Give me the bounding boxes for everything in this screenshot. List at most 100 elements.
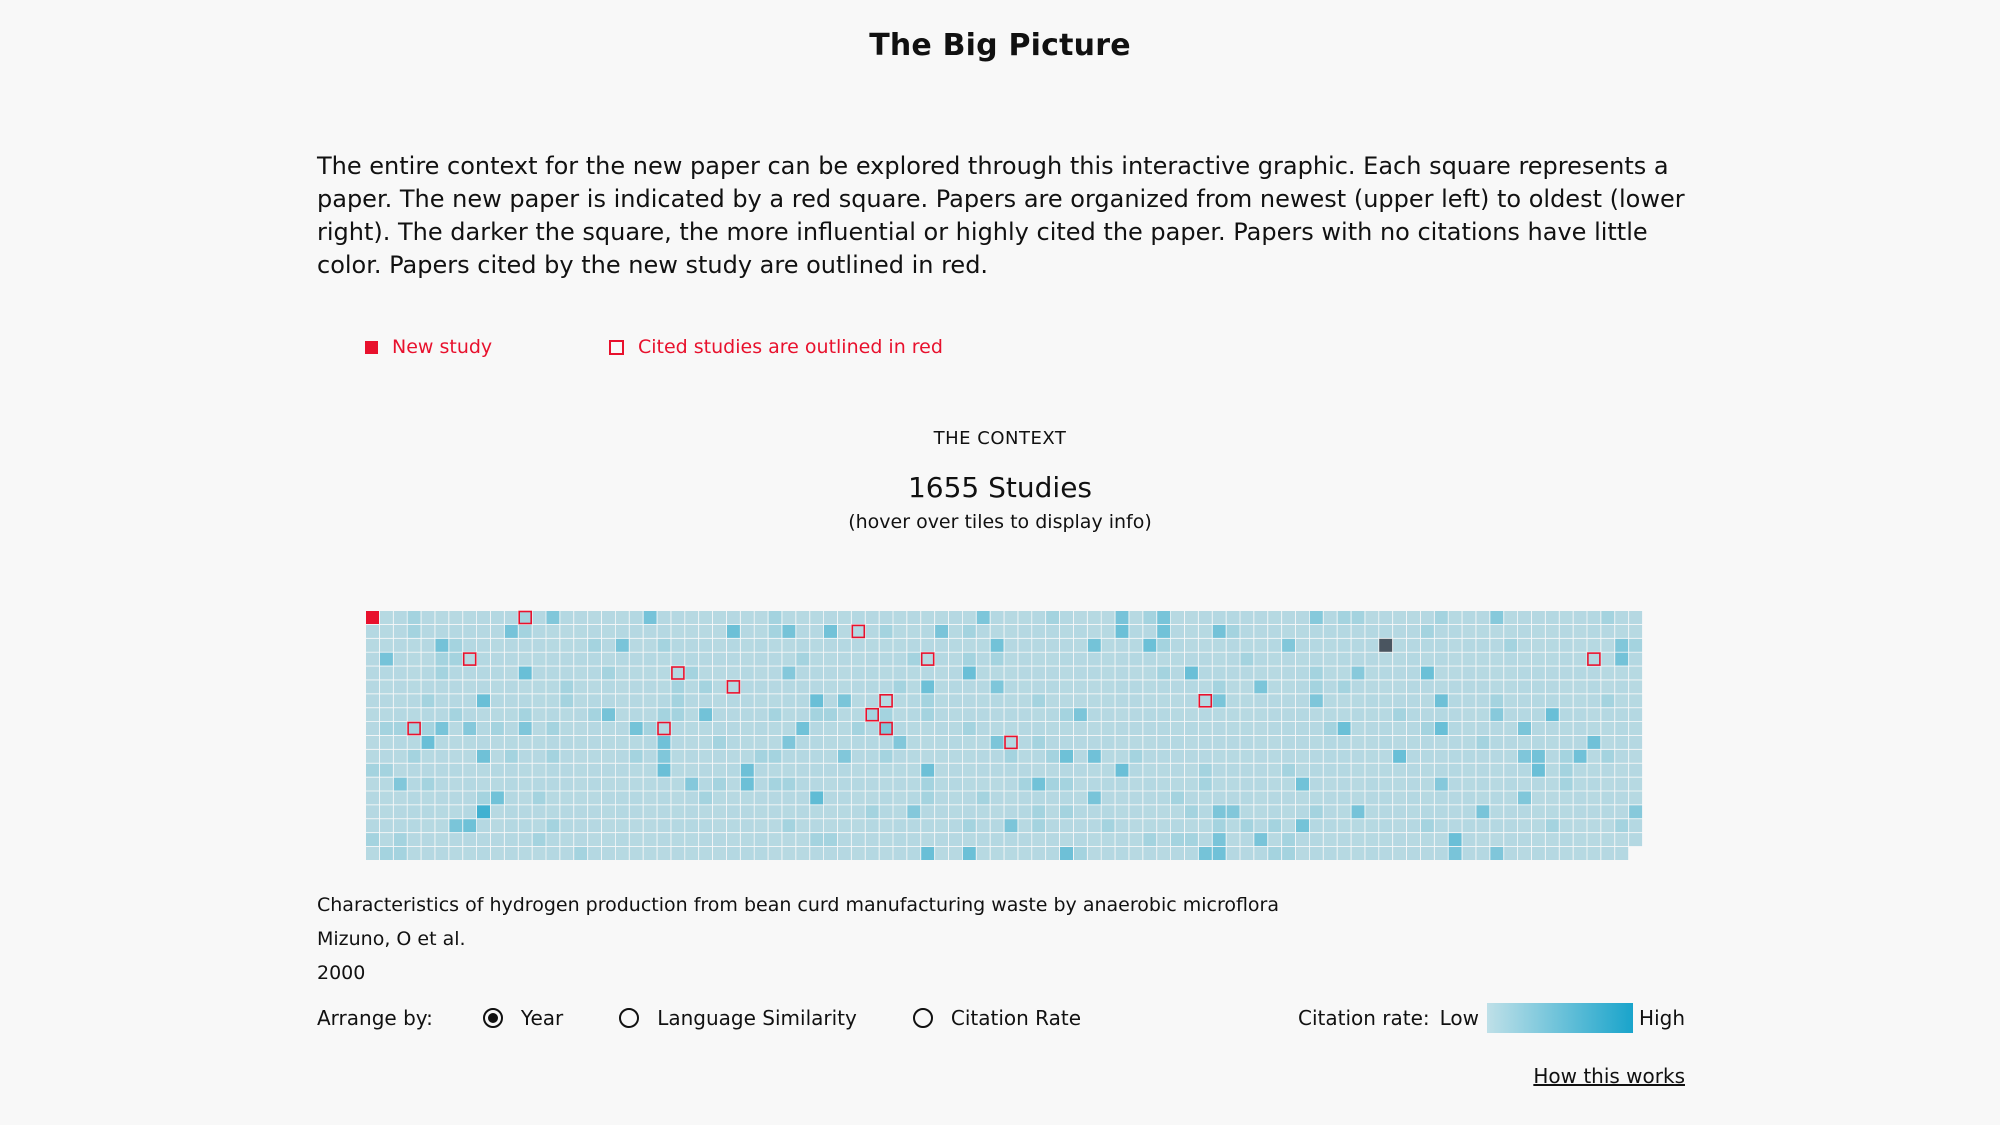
study-tile[interactable]	[768, 847, 782, 860]
study-tile[interactable]	[1518, 624, 1531, 638]
study-tile[interactable]	[643, 652, 657, 666]
study-tile[interactable]	[1379, 722, 1393, 735]
study-tile[interactable]	[1573, 805, 1587, 819]
study-tile[interactable]	[824, 847, 837, 860]
study-tile[interactable]	[1559, 722, 1573, 735]
study-tile[interactable]	[1615, 847, 1629, 860]
study-tile[interactable]	[768, 763, 782, 777]
study-tile[interactable]	[1531, 749, 1545, 763]
study-tile[interactable]	[685, 749, 699, 763]
study-tile[interactable]	[1073, 638, 1087, 652]
study-tile[interactable]	[1184, 611, 1198, 624]
study-tile[interactable]	[851, 777, 865, 791]
study-tile[interactable]	[1518, 763, 1531, 777]
study-tile[interactable]	[810, 638, 824, 652]
study-tile[interactable]	[1254, 708, 1268, 722]
study-tile[interactable]	[393, 666, 407, 680]
study-tile[interactable]	[1448, 708, 1462, 722]
study-tile[interactable]	[1365, 805, 1379, 819]
study-tile[interactable]	[463, 833, 477, 847]
study-tile[interactable]	[435, 847, 449, 860]
study-tile[interactable]	[1587, 735, 1601, 749]
study-tile[interactable]	[1407, 611, 1420, 624]
study-tile[interactable]	[615, 666, 629, 680]
study-tile[interactable]	[490, 611, 504, 624]
study-tile[interactable]	[602, 749, 615, 763]
study-tile[interactable]	[824, 805, 837, 819]
study-tile[interactable]	[1046, 611, 1060, 624]
study-tile[interactable]	[615, 763, 629, 777]
study-tile[interactable]	[1060, 763, 1073, 777]
study-tile[interactable]	[976, 777, 990, 791]
study-tile[interactable]	[435, 722, 449, 735]
study-tile[interactable]	[893, 735, 907, 749]
study-tile[interactable]	[1587, 680, 1601, 694]
study-tile[interactable]	[921, 666, 935, 680]
study-tile[interactable]	[435, 624, 449, 638]
study-tile[interactable]	[504, 819, 518, 833]
study-tile[interactable]	[1157, 805, 1171, 819]
study-tile[interactable]	[1129, 749, 1143, 763]
study-tile[interactable]	[1615, 708, 1629, 722]
study-tile[interactable]	[1587, 777, 1601, 791]
study-tile[interactable]	[1212, 791, 1226, 805]
study-tile[interactable]	[740, 694, 754, 708]
study-tile[interactable]	[560, 847, 574, 860]
study-tile[interactable]	[1226, 638, 1240, 652]
study-tile[interactable]	[1073, 611, 1087, 624]
study-tile[interactable]	[1545, 819, 1559, 833]
study-tile[interactable]	[1587, 722, 1601, 735]
study-tile[interactable]	[574, 749, 588, 763]
study-tile[interactable]	[393, 624, 407, 638]
study-tile[interactable]	[1504, 749, 1518, 763]
study-tile[interactable]	[546, 791, 560, 805]
cited-study-tile[interactable]	[879, 693, 893, 708]
study-tile[interactable]	[546, 611, 560, 624]
study-tile[interactable]	[1420, 749, 1434, 763]
study-tile[interactable]	[1032, 735, 1046, 749]
study-tile[interactable]	[768, 777, 782, 791]
study-tile[interactable]	[1129, 624, 1143, 638]
study-tile[interactable]	[629, 833, 643, 847]
study-tile[interactable]	[1587, 819, 1601, 833]
study-tile[interactable]	[935, 708, 949, 722]
study-tile[interactable]	[449, 694, 463, 708]
study-tile[interactable]	[463, 624, 477, 638]
study-tile[interactable]	[1171, 666, 1184, 680]
study-tile[interactable]	[1171, 833, 1184, 847]
study-tile[interactable]	[1226, 749, 1240, 763]
study-tile[interactable]	[588, 847, 602, 860]
study-tile[interactable]	[643, 833, 657, 847]
study-tile[interactable]	[1573, 708, 1587, 722]
study-tile[interactable]	[1268, 763, 1282, 777]
study-tile[interactable]	[1448, 611, 1462, 624]
study-tile[interactable]	[1323, 791, 1337, 805]
study-tile[interactable]	[518, 805, 532, 819]
study-tile[interactable]	[796, 735, 810, 749]
study-tile[interactable]	[893, 777, 907, 791]
study-tile[interactable]	[1559, 611, 1573, 624]
study-tile[interactable]	[726, 749, 740, 763]
study-tile[interactable]	[1573, 694, 1587, 708]
study-tile[interactable]	[1351, 638, 1365, 652]
study-tile[interactable]	[935, 847, 949, 860]
study-tile[interactable]	[671, 680, 685, 694]
study-tile[interactable]	[1629, 611, 1643, 624]
study-tile[interactable]	[1615, 735, 1629, 749]
study-tile[interactable]	[726, 819, 740, 833]
study-tile[interactable]	[1504, 694, 1518, 708]
study-tile[interactable]	[1184, 666, 1198, 680]
study-tile[interactable]	[1032, 638, 1046, 652]
study-tile[interactable]	[810, 833, 824, 847]
study-tile[interactable]	[990, 680, 1004, 694]
study-tile[interactable]	[699, 819, 713, 833]
study-tile[interactable]	[435, 777, 449, 791]
study-tile[interactable]	[1254, 624, 1268, 638]
study-tile[interactable]	[1046, 708, 1060, 722]
study-tile[interactable]	[713, 791, 726, 805]
study-tile[interactable]	[379, 735, 393, 749]
study-tile[interactable]	[1462, 694, 1476, 708]
study-tile[interactable]	[921, 749, 935, 763]
study-tile[interactable]	[629, 805, 643, 819]
study-tile[interactable]	[518, 847, 532, 860]
